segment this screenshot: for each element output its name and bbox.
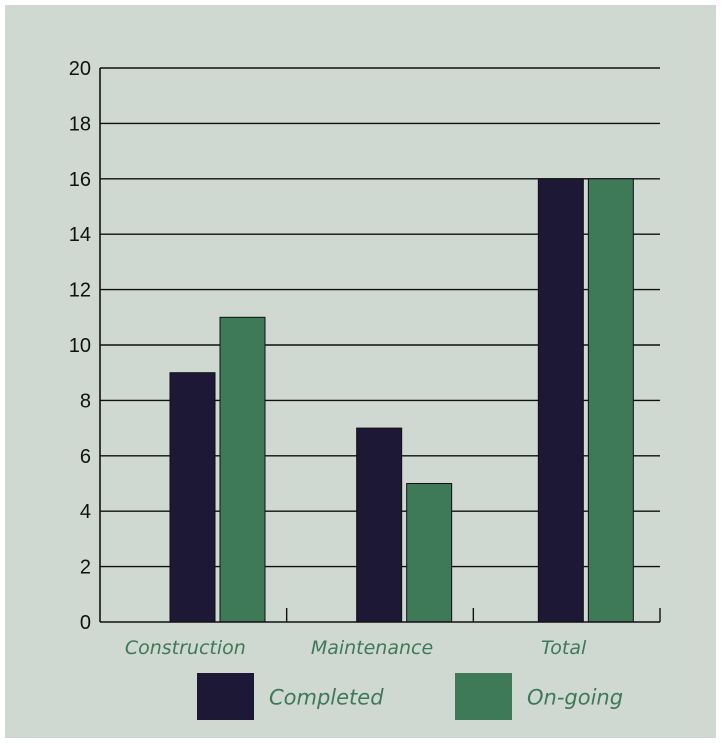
legend-swatch [197, 673, 254, 720]
y-tick-label: 14 [69, 224, 91, 246]
chart-panel: 0 2 4 6 8 10 12 14 16 18 20 Construction Maintenanc… [5, 5, 716, 738]
bar-completed-construction [169, 372, 216, 623]
y-tick-label: 20 [69, 58, 91, 80]
bar-on-going-maintenance [406, 483, 453, 623]
bar-on-going-total [587, 178, 634, 623]
bar-completed-total [537, 178, 584, 623]
y-tick-label: 16 [69, 169, 91, 191]
y-tick-label: 0 [80, 612, 91, 634]
y-tick-label: 12 [69, 280, 91, 302]
y-tick-label: 8 [80, 390, 91, 412]
category-label: Total [541, 637, 587, 659]
bar-chart: 0 2 4 6 8 10 12 14 16 18 20 Construction Maintenanc… [69, 58, 661, 720]
bar-on-going-construction [219, 316, 266, 623]
y-tick-labels: 0 2 4 6 8 10 12 14 16 18 20 [69, 58, 91, 634]
y-tick-label: 4 [80, 501, 91, 523]
legend-label: Completed [269, 686, 384, 710]
axes [99, 68, 661, 623]
bar-completed-maintenance [356, 427, 403, 623]
y-tick-label: 6 [80, 446, 91, 468]
y-tick-label: 18 [69, 113, 91, 135]
y-tick-label: 10 [69, 335, 91, 357]
legend-label: On-going [527, 686, 623, 710]
y-tick-label: 2 [80, 557, 91, 579]
category-labels: Construction Maintenance Total [125, 637, 587, 659]
legend: Completed On-going [197, 673, 623, 720]
category-label: Construction [125, 637, 246, 659]
legend-swatch [455, 673, 512, 720]
category-label: Maintenance [311, 637, 433, 659]
